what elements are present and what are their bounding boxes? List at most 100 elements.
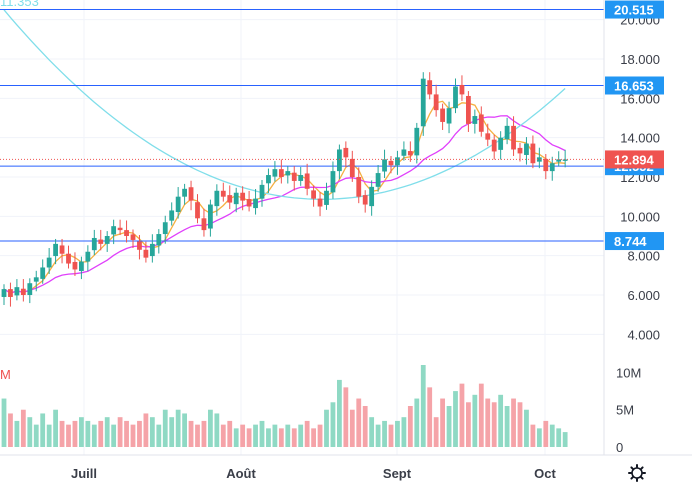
candle-body xyxy=(420,78,426,127)
volume-bar xyxy=(285,424,291,447)
volume-bar xyxy=(498,394,504,447)
candle-body xyxy=(162,222,168,235)
candle-body xyxy=(278,169,284,178)
x-tick-label: Sept xyxy=(383,466,412,481)
candle-body xyxy=(272,169,278,177)
ma-mid-line xyxy=(3,115,566,294)
candle-body xyxy=(466,95,471,124)
candle-body xyxy=(208,204,213,229)
volume-bar xyxy=(175,409,181,447)
volume-bar xyxy=(14,420,20,447)
last-price-badge xyxy=(605,150,664,169)
candle-body xyxy=(233,192,239,205)
candle-body xyxy=(356,177,362,197)
candle-body xyxy=(72,261,78,270)
candle-body xyxy=(524,143,529,155)
candle-body xyxy=(40,267,46,279)
candle-body xyxy=(175,196,181,213)
volume-bar xyxy=(485,398,491,447)
volume-partial-label: M xyxy=(0,367,11,382)
candle-body xyxy=(214,190,220,207)
volume-tick-label: 5M xyxy=(616,403,634,418)
candle-body xyxy=(298,175,304,181)
volume-bar xyxy=(414,398,420,447)
volume-bar xyxy=(446,406,452,447)
candle-body xyxy=(149,243,155,257)
candle-body xyxy=(504,125,510,140)
candle-body xyxy=(124,230,129,237)
volume-bar xyxy=(85,420,91,447)
candle-body xyxy=(433,94,439,111)
candle-body xyxy=(130,234,136,240)
candle-body xyxy=(337,149,342,172)
candle-body xyxy=(27,283,33,296)
candle-body xyxy=(375,173,381,187)
candle-body xyxy=(240,192,246,201)
moving-averages xyxy=(3,9,566,294)
volume-bar xyxy=(233,428,239,447)
y-tick-label: 16.000 xyxy=(620,91,660,106)
volume-bar xyxy=(472,394,478,447)
candle-body xyxy=(253,198,258,209)
volume-bar xyxy=(1,398,7,447)
candle-body xyxy=(517,147,523,154)
volume-bar xyxy=(382,420,387,447)
volume-bar xyxy=(208,409,213,447)
y-tick-label: 4.000 xyxy=(627,327,660,342)
volume-bar xyxy=(253,424,258,447)
candle-body xyxy=(291,172,297,181)
candle-body xyxy=(201,218,207,231)
candle-body xyxy=(285,171,291,176)
volume-bar xyxy=(524,409,529,447)
candle-body xyxy=(33,277,39,282)
volume-bar xyxy=(201,420,207,447)
candle-body xyxy=(330,171,336,193)
candle-body xyxy=(259,184,265,199)
candle-body xyxy=(440,108,445,122)
volume-bar xyxy=(491,402,497,447)
candle-body xyxy=(8,289,13,297)
volume-bar xyxy=(195,424,200,447)
volume-bar xyxy=(8,413,13,447)
volume-axis-ticks: 0 5M 10M xyxy=(616,365,641,455)
volume-bar xyxy=(72,420,78,447)
gear-icon[interactable] xyxy=(628,464,646,482)
volume-bar xyxy=(324,409,329,447)
volume-bar xyxy=(214,413,220,447)
volume-bar xyxy=(117,417,123,447)
candle-body xyxy=(79,261,84,272)
candle-body xyxy=(401,149,407,156)
volume-bar xyxy=(79,417,84,447)
candle-body xyxy=(446,108,452,124)
candle-body xyxy=(104,236,110,244)
volume-bar xyxy=(91,424,97,447)
top-partial-label: 11.353 xyxy=(0,0,39,9)
candle-body xyxy=(369,186,375,207)
volume-tick-label: 10M xyxy=(616,365,641,380)
volume-bar xyxy=(478,383,484,447)
level-4-label: 8.744 xyxy=(614,234,647,249)
volume-bar xyxy=(149,417,155,447)
last-price-label: 12.894 xyxy=(614,152,655,167)
candle-body xyxy=(543,158,549,172)
candle-body xyxy=(562,159,568,161)
volume-bar xyxy=(395,420,400,447)
x-tick-label: Août xyxy=(226,466,256,481)
y-tick-label: 14.000 xyxy=(620,131,660,146)
y-tick-label: 8.000 xyxy=(627,249,660,264)
candle-body xyxy=(427,80,433,95)
volume-bar xyxy=(459,383,465,447)
grid xyxy=(0,0,604,455)
volume-bar xyxy=(427,387,433,447)
candle-body xyxy=(1,289,7,297)
candle-body xyxy=(66,253,71,264)
volume-bar xyxy=(330,402,336,447)
volume-bar xyxy=(246,428,252,447)
volume-bar xyxy=(317,424,323,447)
volume-bar xyxy=(182,413,187,447)
y-tick-label: 18.000 xyxy=(620,52,660,67)
volume-bar xyxy=(304,420,310,447)
volume-bar xyxy=(111,424,117,447)
